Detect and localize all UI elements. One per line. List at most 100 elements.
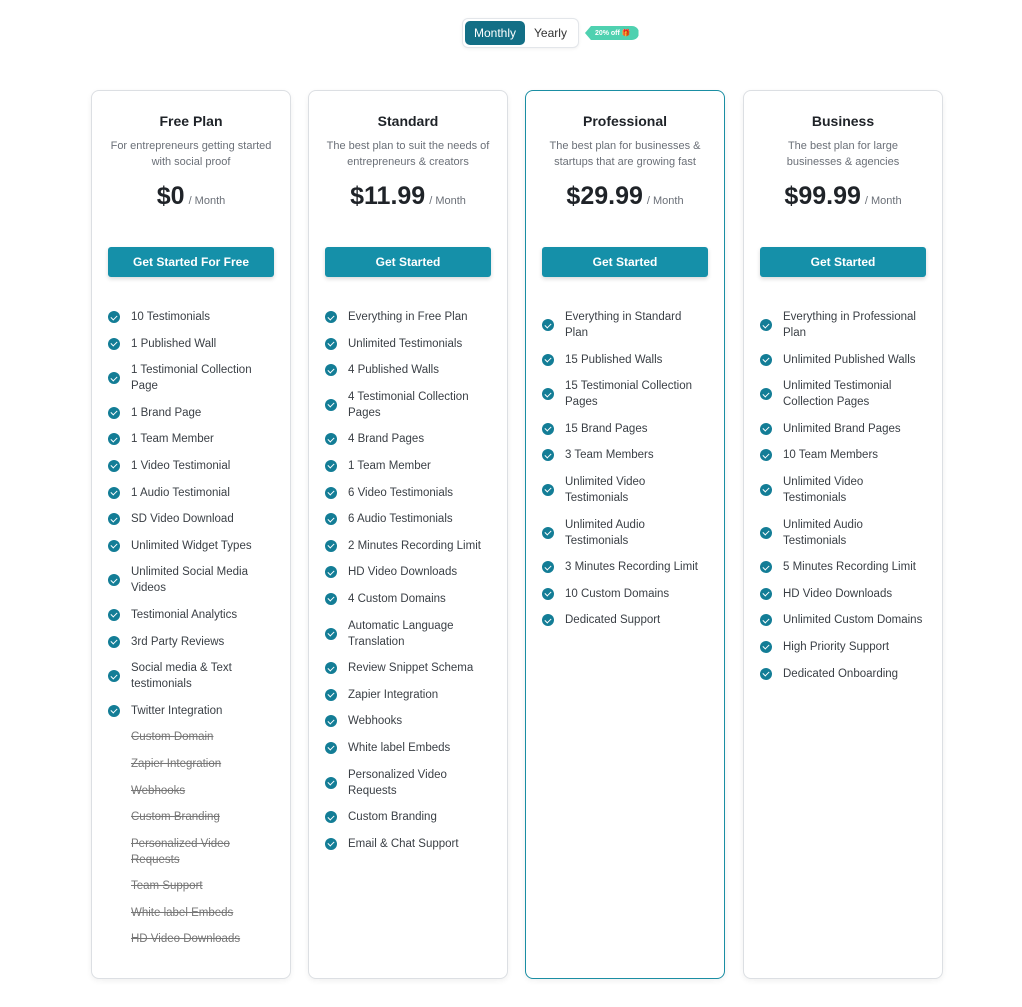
price-period: / Month [429, 195, 466, 207]
get-started-button[interactable]: Get Started [542, 247, 708, 277]
feature-item: Unlimited Audio Testimonials [542, 517, 708, 549]
plan-description: The best plan for businesses & startups … [549, 140, 701, 168]
feature-item: 15 Published Walls [542, 352, 708, 368]
check-circle-icon [325, 837, 337, 850]
get-started-button[interactable]: Get Started [325, 247, 491, 277]
yearly-toggle[interactable]: Yearly [534, 26, 567, 40]
feature-item: 6 Video Testimonials [325, 485, 491, 501]
check-circle-icon [542, 561, 554, 574]
excluded-feature-label: Personalized Video Requests [131, 837, 230, 866]
feature-label: 1 Published Wall [131, 337, 217, 350]
check-circle-icon [760, 640, 772, 653]
feature-label: Unlimited Brand Pages [783, 422, 901, 435]
monthly-toggle[interactable]: Monthly [465, 21, 526, 45]
feature-label: 1 Testimonial Collection Page [131, 364, 252, 393]
check-circle-icon [108, 608, 120, 621]
feature-item: HD Video Downloads [325, 564, 491, 580]
check-circle-icon [108, 486, 120, 499]
feature-item: 15 Testimonial Collection Pages [542, 378, 708, 410]
feature-label: Unlimited Testimonials [348, 337, 463, 350]
feature-item: Review Snippet Schema [325, 660, 491, 676]
feature-item: Twitter Integration [108, 703, 274, 719]
feature-label: 1 Team Member [131, 433, 214, 446]
plan-price: $29.99/ Month [542, 182, 708, 222]
feature-label: Everything in Professional Plan [783, 311, 916, 339]
get-started-button[interactable]: Get Started [760, 247, 926, 277]
feature-item: Unlimited Social Media Videos [108, 564, 274, 596]
feature-label: Unlimited Audio Testimonials [783, 518, 863, 547]
check-circle-icon [325, 776, 337, 789]
plan-card: Free Plan For entrepreneurs getting star… [91, 90, 291, 979]
feature-item: Social media & Text testimonials [108, 660, 274, 692]
check-circle-icon [760, 483, 772, 496]
feature-item: Everything in Professional Plan [760, 309, 926, 341]
check-circle-icon [325, 811, 337, 824]
check-circle-icon [108, 337, 120, 350]
feature-label: 3 Team Members [565, 449, 654, 462]
feature-item: 4 Custom Domains [325, 591, 491, 607]
feature-label: High Priority Support [783, 640, 890, 653]
excluded-feature-label: Zapier Integration [131, 757, 222, 770]
check-circle-icon [542, 483, 554, 496]
check-circle-icon [760, 587, 772, 600]
plan-description: The best plan to suit the needs of entre… [326, 140, 490, 168]
feature-item: SD Video Download [108, 511, 274, 527]
excluded-feature-label: HD Video Downloads [131, 933, 241, 946]
billing-toggle: Monthly Yearly [462, 18, 579, 48]
check-circle-icon [760, 561, 772, 574]
check-circle-icon [108, 372, 120, 385]
excluded-feature-item: Personalized Video Requests [108, 836, 274, 868]
feature-label: 4 Testimonial Collection Pages [348, 390, 469, 419]
feature-item: 1 Published Wall [108, 336, 274, 352]
billing-toggle-group: Monthly Yearly 20% off 🎁 [462, 18, 639, 48]
feature-item: Dedicated Onboarding [760, 666, 926, 682]
feature-label: 4 Brand Pages [348, 433, 425, 446]
feature-item: Everything in Free Plan [325, 309, 491, 325]
check-circle-icon [542, 422, 554, 435]
feature-label: Unlimited Widget Types [131, 539, 252, 552]
feature-label: Unlimited Audio Testimonials [565, 518, 645, 547]
plan-title: Standard [377, 113, 439, 129]
check-circle-icon [108, 433, 120, 446]
check-circle-icon [542, 319, 554, 331]
feature-label: Email & Chat Support [348, 837, 459, 850]
price-period: / Month [646, 195, 684, 207]
check-circle-icon [325, 433, 337, 446]
feature-label: Social media & Text testimonials [131, 662, 232, 691]
feature-label: 1 Video Testimonial [131, 459, 231, 472]
feature-item: 4 Testimonial Collection Pages [325, 389, 491, 421]
feature-label: 15 Brand Pages [565, 422, 648, 435]
check-circle-icon [108, 574, 120, 587]
plan-description: The best plan for large businesses & age… [786, 140, 900, 168]
check-circle-icon [325, 459, 337, 472]
check-circle-icon [760, 614, 772, 627]
feature-item: 15 Brand Pages [542, 421, 708, 437]
feature-label: 6 Audio Testimonials [348, 513, 453, 526]
check-circle-icon [325, 627, 337, 640]
check-circle-icon [108, 406, 120, 419]
check-circle-icon [760, 319, 772, 331]
get-started-button[interactable]: Get Started For Free [108, 247, 274, 277]
excluded-feature-item: White label Embeds [108, 905, 274, 921]
feature-list: Everything in Free Plan Unlimited Testimo… [325, 309, 491, 852]
feature-label: 5 Minutes Recording Limit [783, 561, 916, 574]
feature-label: Unlimited Testimonial Collection Pages [783, 380, 892, 409]
feature-label: 15 Published Walls [565, 353, 663, 366]
excluded-feature-item: Custom Domain [108, 729, 274, 745]
plan-price: $11.99/ Month [325, 182, 491, 222]
feature-label: Everything in Standard Plan [565, 311, 682, 339]
feature-label: Custom Branding [348, 811, 437, 824]
feature-label: Zapier Integration [348, 688, 439, 701]
check-circle-icon [325, 364, 337, 377]
excluded-feature-label: Webhooks [131, 784, 186, 797]
feature-item: Unlimited Audio Testimonials [760, 517, 926, 549]
feature-label: Unlimited Published Walls [783, 353, 916, 366]
check-circle-icon [325, 715, 337, 728]
feature-item: Email & Chat Support [325, 836, 491, 852]
check-circle-icon [325, 539, 337, 552]
check-circle-icon [108, 459, 120, 472]
feature-label: 15 Testimonial Collection Pages [565, 380, 692, 409]
plan-price: $99.99/ Month [760, 182, 926, 222]
feature-item: 10 Custom Domains [542, 586, 708, 602]
price-amount: $11.99 [350, 182, 426, 210]
